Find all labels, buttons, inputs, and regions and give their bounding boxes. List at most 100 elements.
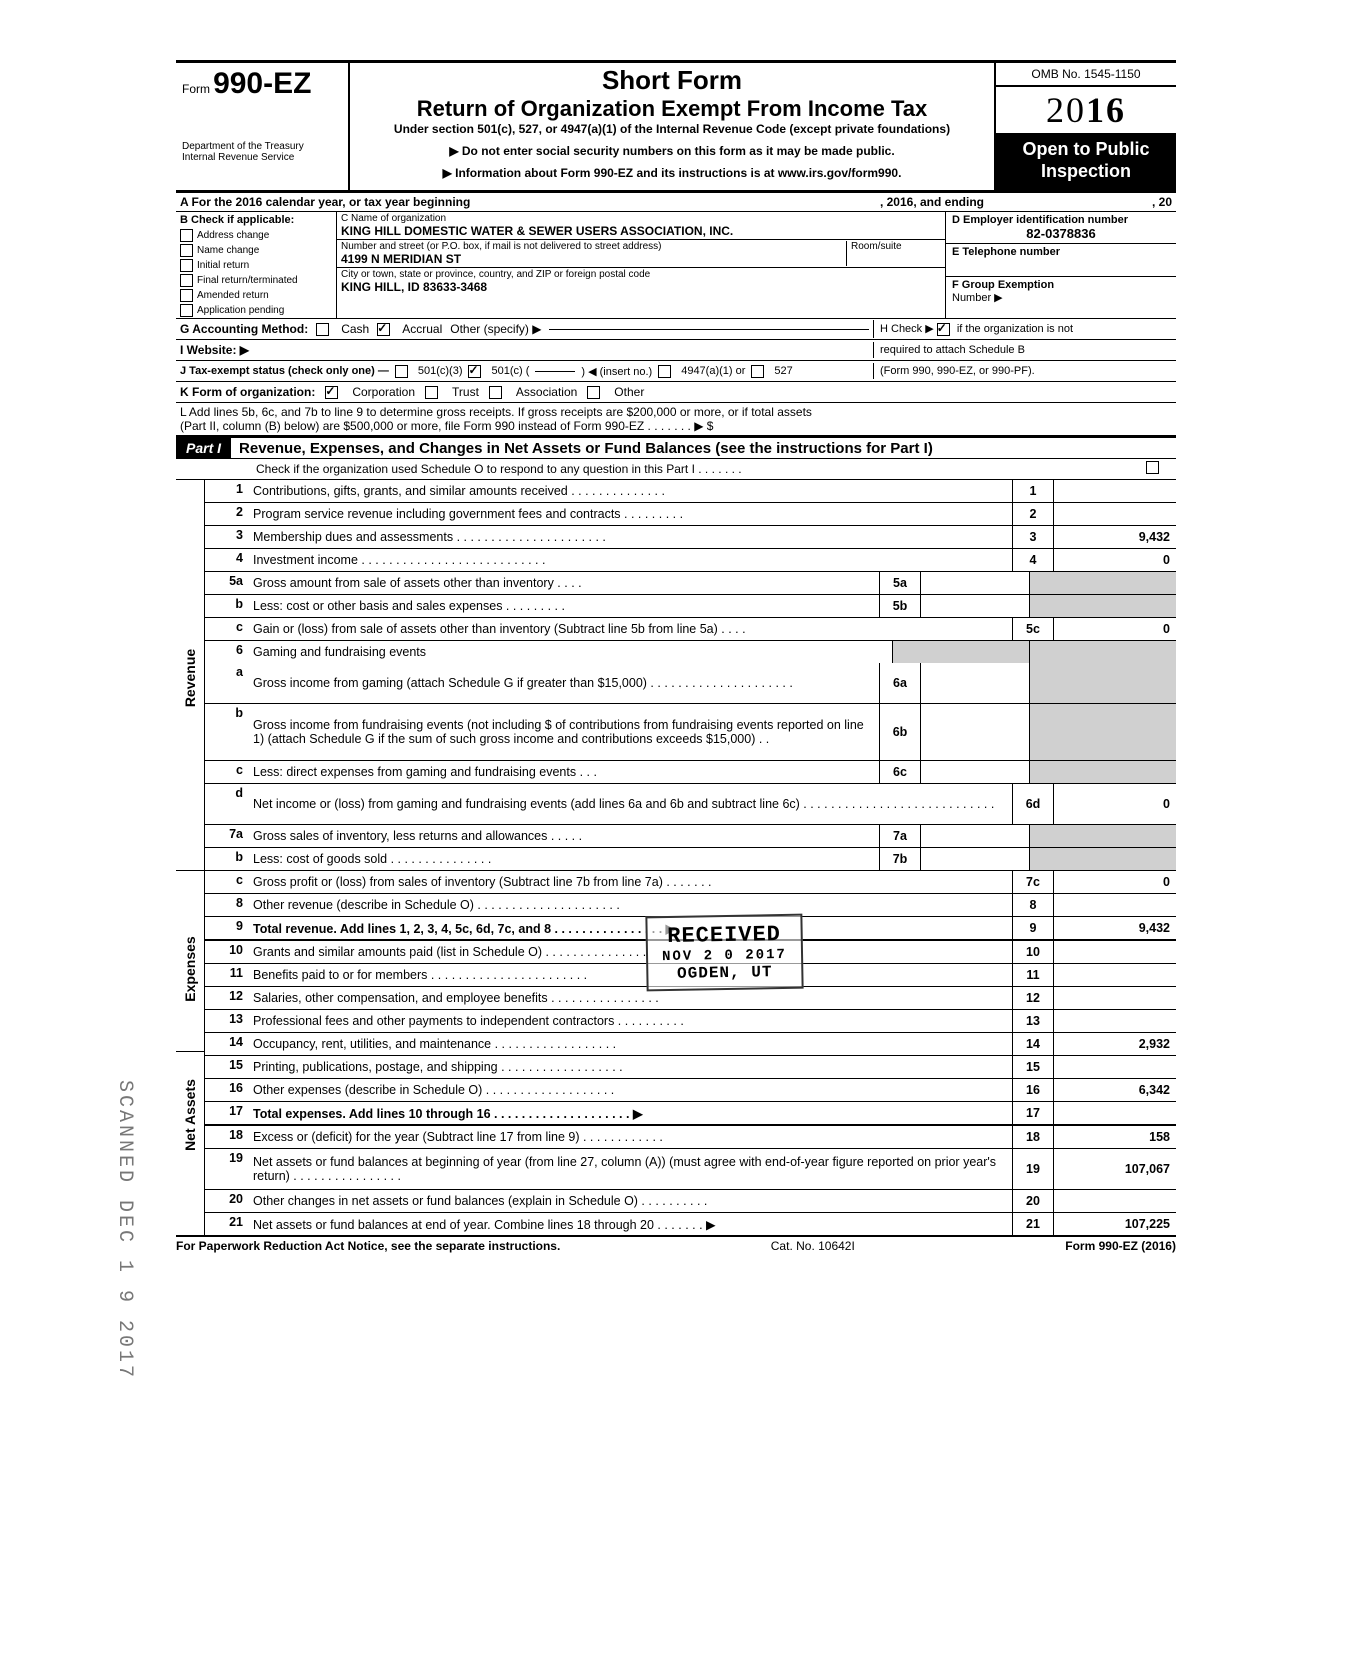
chk-527[interactable] xyxy=(751,365,764,378)
l-text1: L Add lines 5b, 6c, and 7b to line 9 to … xyxy=(180,405,1172,419)
chk-initial-return[interactable]: Initial return xyxy=(176,258,336,273)
trust-label: Trust xyxy=(452,385,479,399)
addr-label: Number and street (or P.O. box, if mail … xyxy=(341,241,846,252)
h-check-label: H Check ▶ xyxy=(880,323,934,335)
year-outline: 20 xyxy=(1046,90,1086,130)
line-2: 2Program service revenue including gover… xyxy=(205,503,1176,526)
line-12: 12Salaries, other compensation, and empl… xyxy=(205,987,1176,1010)
ein-label: D Employer identification number xyxy=(952,214,1170,226)
side-net-assets: Net Assets xyxy=(182,1079,198,1151)
line-3: 3Membership dues and assessments . . . .… xyxy=(205,526,1176,549)
street-address: 4199 N MERIDIAN ST xyxy=(341,252,846,266)
line-13: 13Professional fees and other payments t… xyxy=(205,1010,1176,1033)
row-a-begin: A For the 2016 calendar year, or tax yea… xyxy=(180,195,470,209)
line-15: 15Printing, publications, postage, and s… xyxy=(205,1056,1176,1079)
line-17: 17Total expenses. Add lines 10 through 1… xyxy=(205,1102,1176,1126)
line-7b: bLess: cost of goods sold . . . . . . . … xyxy=(205,848,1176,871)
l-text2: (Part II, column (B) below) are $500,000… xyxy=(180,419,1172,433)
line-19: 19Net assets or fund balances at beginni… xyxy=(205,1149,1176,1190)
ein-value: 82-0378836 xyxy=(952,226,1170,241)
row-g: G Accounting Method: Cash Accrual Other … xyxy=(176,319,1176,340)
row-i: I Website: ▶ required to attach Schedule… xyxy=(176,340,1176,361)
short-form-label: Short Form xyxy=(356,65,988,96)
omb-number: OMB No. 1545-1150 xyxy=(996,63,1176,87)
accrual-label: Accrual xyxy=(402,322,442,336)
chk-application-pending[interactable]: Application pending xyxy=(176,303,336,318)
line-5a: 5aGross amount from sale of assets other… xyxy=(205,572,1176,595)
page-footer: For Paperwork Reduction Act Notice, see … xyxy=(176,1237,1176,1253)
h4: (Form 990, 990-EZ, or 990-PF). xyxy=(873,363,1176,379)
chk-name-change[interactable]: Name change xyxy=(176,243,336,258)
open-to-public: Open to Public Inspection xyxy=(996,135,1176,190)
chk-address-change[interactable]: Address change xyxy=(176,228,336,243)
insert-no-label: ) ◀ (insert no.) xyxy=(581,365,652,378)
chk-trust[interactable] xyxy=(425,386,438,399)
part1-header: Part I Revenue, Expenses, and Changes in… xyxy=(176,436,1176,459)
g-label: G Accounting Method: xyxy=(180,322,308,336)
dept-irs: Internal Revenue Service xyxy=(182,152,342,163)
chk-amended-return[interactable]: Amended return xyxy=(176,288,336,303)
line-20: 20Other changes in net assets or fund ba… xyxy=(205,1190,1176,1213)
chk-corporation[interactable] xyxy=(325,386,338,399)
form-subtitle: Under section 501(c), 527, or 4947(a)(1)… xyxy=(356,122,988,136)
chk-schedule-o-part1[interactable] xyxy=(1146,461,1159,474)
chk-label: Name change xyxy=(197,245,259,256)
group-exemption-number-label: Number ▶ xyxy=(952,291,1170,304)
chk-final-return[interactable]: Final return/terminated xyxy=(176,273,336,288)
chk-cash[interactable] xyxy=(316,323,329,336)
line-4: 4Investment income . . . . . . . . . . .… xyxy=(205,549,1176,572)
room-label: Room/suite xyxy=(851,241,941,252)
group-exemption-label: F Group Exemption xyxy=(952,279,1170,291)
org-name: KING HILL DOMESTIC WATER & SEWER USERS A… xyxy=(341,224,941,238)
line-7c: cGross profit or (loss) from sales of in… xyxy=(205,871,1176,894)
line-16: 16Other expenses (describe in Schedule O… xyxy=(205,1079,1176,1102)
chk-label: Amended return xyxy=(197,290,269,301)
entity-block: B Check if applicable: Address change Na… xyxy=(176,212,1176,319)
tax-year: 2016 xyxy=(996,87,1176,135)
line-18: 18Excess or (deficit) for the year (Subt… xyxy=(205,1126,1176,1149)
received-stamp: RECEIVED NOV 2 0 2017 OGDEN, UT xyxy=(645,914,803,992)
stamp-location: OGDEN, UT xyxy=(662,963,787,983)
side-expenses: Expenses xyxy=(182,937,198,1002)
row-a-mid: , 2016, and ending xyxy=(880,195,984,209)
chk-label: Initial return xyxy=(197,260,249,271)
form-body: RECEIVED NOV 2 0 2017 OGDEN, UT Revenue … xyxy=(176,480,1176,1237)
part1-title: Revenue, Expenses, and Changes in Net As… xyxy=(239,440,1176,457)
chk-schedule-b[interactable] xyxy=(937,323,950,336)
c-label: C Name of organization xyxy=(341,213,941,224)
paperwork-notice: For Paperwork Reduction Act Notice, see … xyxy=(176,1239,560,1253)
chk-4947[interactable] xyxy=(658,365,671,378)
line-6c: cLess: direct expenses from gaming and f… xyxy=(205,761,1176,784)
chk-501c[interactable] xyxy=(468,365,481,378)
part1-check-text: Check if the organization used Schedule … xyxy=(176,461,1146,477)
j-label: J Tax-exempt status (check only one) — xyxy=(180,365,389,377)
other-org-label: Other xyxy=(614,385,644,399)
chk-other-org[interactable] xyxy=(587,386,600,399)
line9-text: Total revenue. Add lines 1, 2, 3, 4, 5c,… xyxy=(253,921,675,936)
city-state-zip: KING HILL, ID 83633-3468 xyxy=(341,280,941,294)
line-6b: bGross income from fundraising events (n… xyxy=(205,704,1176,761)
line-21: 21Net assets or fund balances at end of … xyxy=(205,1213,1176,1235)
row-a-end: , 20 xyxy=(1152,195,1172,209)
row-k: K Form of organization: Corporation Trus… xyxy=(176,382,1176,403)
line17-text: Total expenses. Add lines 10 through 16 … xyxy=(253,1106,643,1121)
side-revenue: Revenue xyxy=(182,649,198,707)
other-specify-label: Other (specify) ▶ xyxy=(450,322,541,336)
chk-label: Final return/terminated xyxy=(197,275,298,286)
row-j: J Tax-exempt status (check only one) — 5… xyxy=(176,361,1176,382)
chk-accrual[interactable] xyxy=(377,323,390,336)
chk-501c3[interactable] xyxy=(395,365,408,378)
row-a: A For the 2016 calendar year, or tax yea… xyxy=(176,193,1176,212)
h3: required to attach Schedule B xyxy=(873,342,1176,358)
k-label: K Form of organization: xyxy=(180,385,315,399)
open2: Inspection xyxy=(998,161,1174,183)
form-page: SCANNED DEC 1 9 2017 Form 990-EZ Departm… xyxy=(126,0,1226,1283)
form-prefix: Form xyxy=(182,82,210,96)
line-14: 14Occupancy, rent, utilities, and mainte… xyxy=(205,1033,1176,1056)
website-label: I Website: ▶ xyxy=(180,343,249,357)
line-6d: dNet income or (loss) from gaming and fu… xyxy=(205,784,1176,825)
chk-association[interactable] xyxy=(489,386,502,399)
dept-treasury: Department of the Treasury xyxy=(182,141,342,152)
form-title: Return of Organization Exempt From Incom… xyxy=(356,96,988,122)
form-header: Form 990-EZ Department of the Treasury I… xyxy=(176,60,1176,193)
